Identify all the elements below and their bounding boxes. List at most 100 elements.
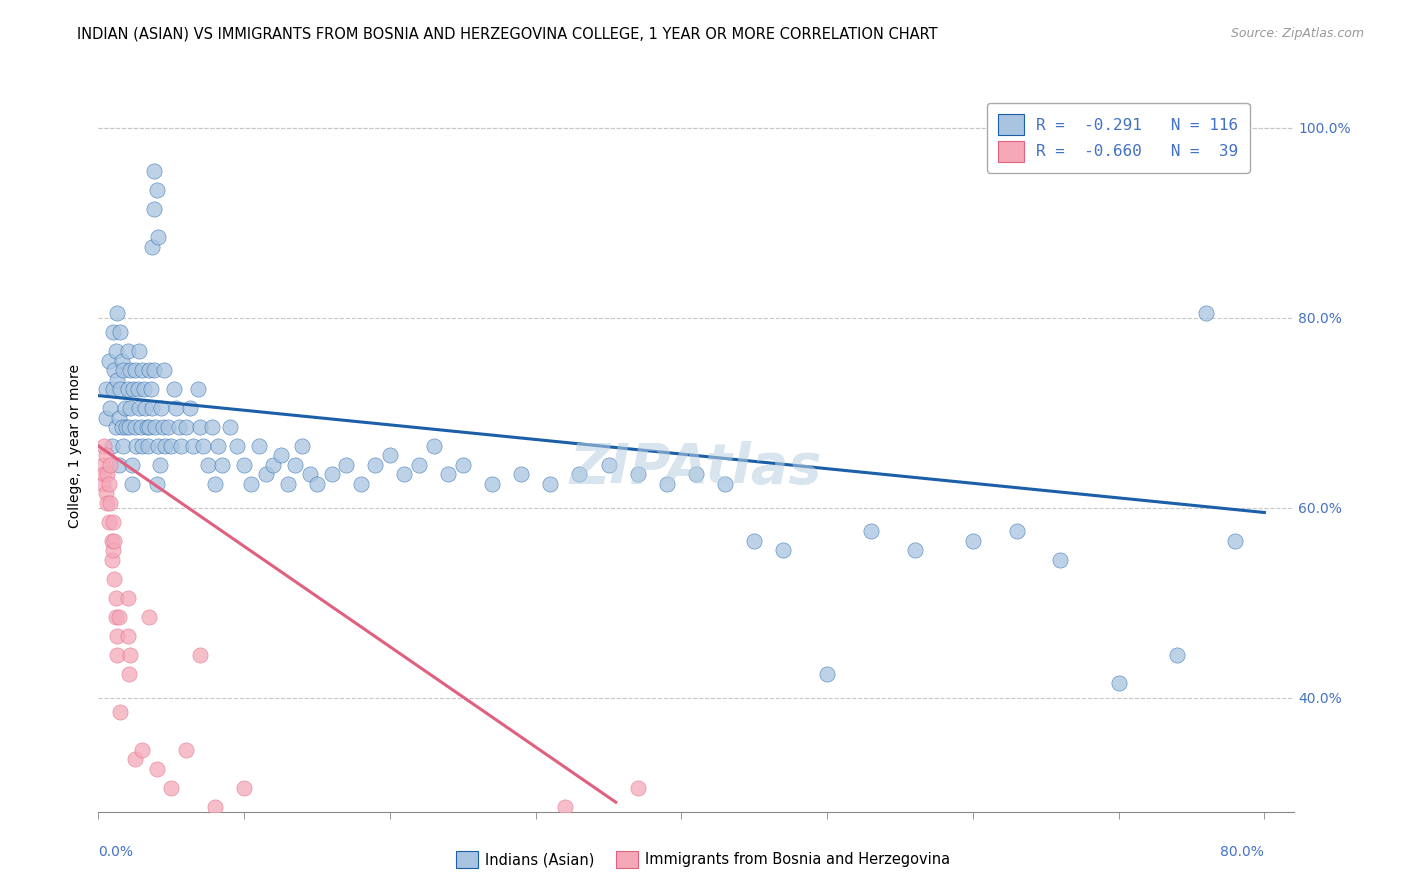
Point [554, 800, 576, 814]
Point [120, 648, 142, 662]
Point [103, 363, 125, 377]
Point [364, 458, 387, 472]
Point [98, 401, 121, 415]
Point [124, 363, 146, 377]
Point [148, 230, 170, 244]
Point [211, 458, 233, 472]
Point [422, 439, 444, 453]
Point [145, 762, 167, 776]
Point [378, 449, 401, 463]
Point [1049, 553, 1071, 567]
Point [114, 401, 136, 415]
Point [118, 420, 141, 434]
Point [135, 420, 157, 434]
Point [350, 477, 373, 491]
Point [120, 363, 142, 377]
Point [100, 533, 122, 548]
Point [174, 420, 197, 434]
Point [291, 439, 314, 453]
Point [240, 477, 263, 491]
Point [120, 401, 142, 415]
Point [160, 780, 183, 795]
Point [538, 477, 561, 491]
Point [157, 420, 180, 434]
Point [142, 202, 165, 216]
Point [627, 467, 650, 482]
Point [139, 382, 162, 396]
Point [174, 743, 197, 757]
Point [815, 667, 838, 681]
Point [100, 553, 122, 567]
Point [1108, 676, 1130, 690]
Point [451, 458, 474, 472]
Point [112, 439, 135, 453]
Point [100, 439, 122, 453]
Point [394, 467, 416, 482]
Point [138, 363, 160, 377]
Text: INDIAN (ASIAN) VS IMMIGRANTS FROM BOSNIA AND HERZEGOVINA COLLEGE, 1 YEAR OR MORE: INDIAN (ASIAN) VS IMMIGRANTS FROM BOSNIA… [77, 27, 938, 42]
Point [124, 752, 146, 766]
Point [105, 372, 128, 386]
Point [145, 182, 167, 196]
Point [121, 458, 143, 472]
Point [104, 591, 127, 605]
Point [270, 449, 292, 463]
Point [108, 410, 131, 425]
Point [149, 458, 172, 472]
Point [1005, 524, 1028, 539]
Point [167, 420, 190, 434]
Point [128, 344, 150, 359]
Point [110, 382, 132, 396]
Point [117, 629, 139, 643]
Point [145, 477, 167, 491]
Point [104, 610, 127, 624]
Point [97, 353, 120, 368]
Point [298, 467, 321, 482]
Point [772, 543, 794, 558]
Point [101, 325, 124, 339]
Point [254, 467, 277, 482]
Point [163, 382, 186, 396]
Point [685, 467, 707, 482]
Point [101, 543, 124, 558]
Point [111, 420, 134, 434]
Point [108, 458, 131, 472]
Point [110, 705, 132, 719]
Point [170, 439, 193, 453]
Point [115, 420, 138, 434]
Point [134, 401, 156, 415]
Point [437, 467, 460, 482]
Point [104, 420, 127, 434]
Point [1195, 306, 1218, 320]
Point [247, 439, 270, 453]
Point [204, 477, 226, 491]
Point [128, 401, 150, 415]
Point [105, 629, 128, 643]
Point [127, 382, 149, 396]
Legend: Indians (Asian), Immigrants from Bosnia and Herzegovina: Indians (Asian), Immigrants from Bosnia … [449, 844, 957, 876]
Point [160, 439, 183, 453]
Point [598, 458, 620, 472]
Point [408, 458, 430, 472]
Point [859, 524, 882, 539]
Point [742, 533, 765, 548]
Point [150, 401, 173, 415]
Point [91, 458, 114, 472]
Point [131, 439, 153, 453]
Point [262, 458, 284, 472]
Point [98, 458, 121, 472]
Point [201, 420, 224, 434]
Point [179, 401, 201, 415]
Point [714, 477, 737, 491]
Point [96, 496, 118, 510]
Point [233, 780, 256, 795]
Point [122, 382, 145, 396]
Point [655, 477, 678, 491]
Point [627, 780, 650, 795]
Point [153, 363, 176, 377]
Point [218, 420, 240, 434]
Point [94, 410, 117, 425]
Point [155, 439, 177, 453]
Point [94, 486, 117, 500]
Point [131, 743, 153, 757]
